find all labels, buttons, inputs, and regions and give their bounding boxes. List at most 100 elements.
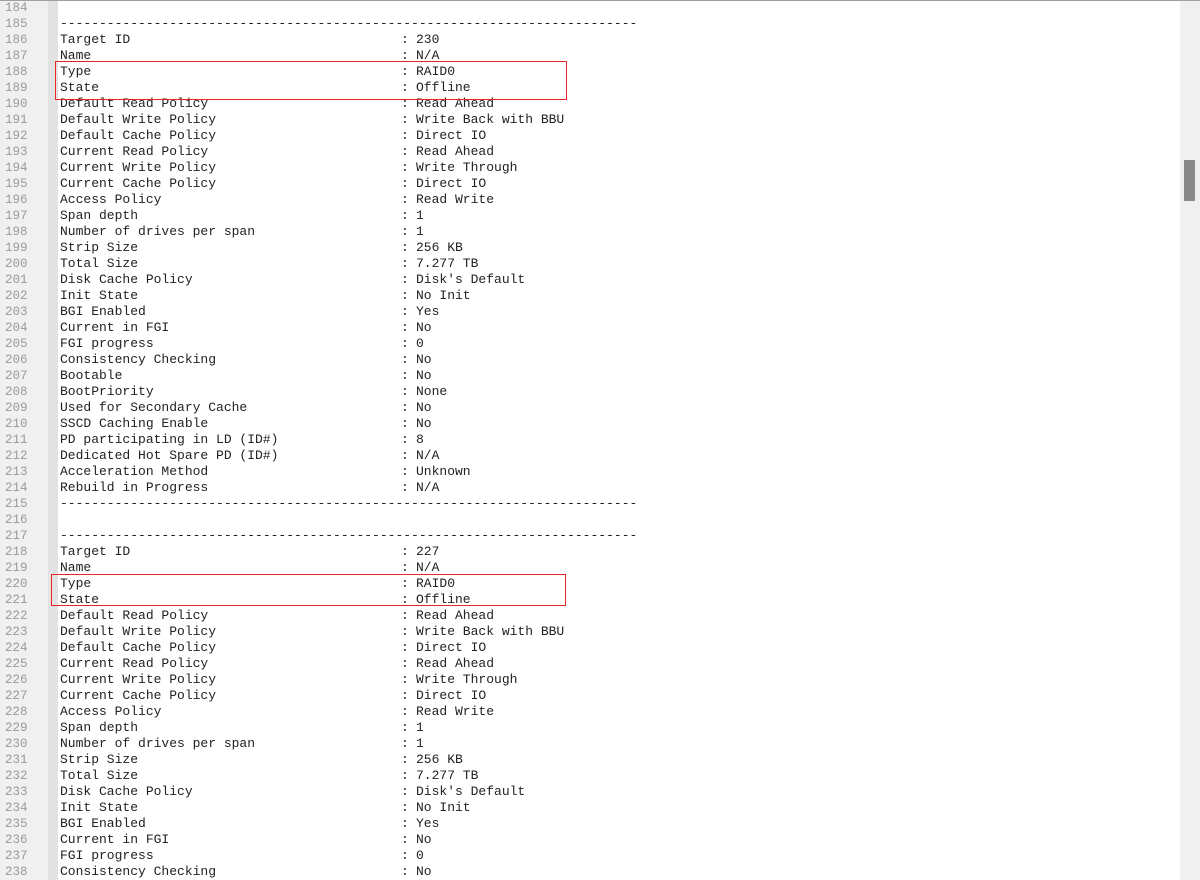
field-colon: : bbox=[401, 192, 409, 207]
editor-line[interactable]: 231 Strip Size:256 KB bbox=[0, 752, 1180, 768]
editor-line[interactable]: 216 bbox=[0, 512, 1180, 528]
line-number: 191 bbox=[5, 113, 28, 127]
field-key: Type bbox=[60, 64, 92, 79]
editor-line[interactable]: 209 Used for Secondary Cache: No bbox=[0, 400, 1180, 416]
editor-line[interactable]: 203 BGI Enabled: Yes bbox=[0, 304, 1180, 320]
field-colon: : bbox=[401, 864, 409, 879]
vertical-scrollbar[interactable] bbox=[1180, 1, 1200, 880]
editor-line[interactable]: 196 Access Policy: Read Write bbox=[0, 192, 1180, 208]
editor-line[interactable]: 211 PD participating in LD (ID#):8 bbox=[0, 432, 1180, 448]
field-key: Init State bbox=[60, 800, 139, 815]
editor-line[interactable]: 184 bbox=[0, 0, 1180, 16]
editor-line[interactable]: 219 Name: N/A bbox=[0, 560, 1180, 576]
editor-line[interactable]: 232 Total Size:7.277 TB bbox=[0, 768, 1180, 784]
editor-line[interactable]: 206 Consistency Checking: No bbox=[0, 352, 1180, 368]
editor-line[interactable]: 215 -------------------------------------… bbox=[0, 496, 1180, 512]
editor-line[interactable]: 204 Current in FGI: No bbox=[0, 320, 1180, 336]
editor-line[interactable]: 201 Disk Cache Policy: Disk's Default bbox=[0, 272, 1180, 288]
line-number: 218 bbox=[5, 545, 28, 559]
line-number: 185 bbox=[5, 17, 28, 31]
editor-line[interactable]: 222 Default Read Policy: Read Ahead bbox=[0, 608, 1180, 624]
line-number: 234 bbox=[5, 801, 28, 815]
editor-line[interactable]: 227 Current Cache Policy: Direct IO bbox=[0, 688, 1180, 704]
editor-line[interactable]: 236 Current in FGI: No bbox=[0, 832, 1180, 848]
field-key: Used for Secondary Cache bbox=[60, 400, 248, 415]
field-colon: : bbox=[401, 480, 409, 495]
editor-line[interactable]: 225 Current Read Policy: Read Ahead bbox=[0, 656, 1180, 672]
editor-line[interactable]: 214 Rebuild in Progress: N/A bbox=[0, 480, 1180, 496]
field-value: Read Ahead bbox=[416, 608, 495, 623]
editor-line[interactable]: 229 Span depth:1 bbox=[0, 720, 1180, 736]
editor-line[interactable]: 217 -------------------------------------… bbox=[0, 528, 1180, 544]
field-colon: : bbox=[401, 256, 409, 271]
editor-line[interactable]: 195 Current Cache Policy: Direct IO bbox=[0, 176, 1180, 192]
field-value: 1 bbox=[416, 720, 424, 735]
editor-line[interactable]: 192 Default Cache Policy: Direct IO bbox=[0, 128, 1180, 144]
field-colon: : bbox=[401, 576, 409, 591]
editor-line[interactable]: 205 FGI progress:0 bbox=[0, 336, 1180, 352]
editor-line[interactable]: 233 Disk Cache Policy: Disk's Default bbox=[0, 784, 1180, 800]
line-number: 210 bbox=[5, 417, 28, 431]
field-colon: : bbox=[401, 304, 409, 319]
line-number: 227 bbox=[5, 689, 28, 703]
separator-line: ----------------------------------------… bbox=[60, 496, 638, 511]
editor-line[interactable]: 228 Access Policy: Read Write bbox=[0, 704, 1180, 720]
editor-line[interactable]: 213 Acceleration Method: Unknown bbox=[0, 464, 1180, 480]
editor-line[interactable]: 185 -------------------------------------… bbox=[0, 16, 1180, 32]
editor-line[interactable]: 202 Init State: No Init bbox=[0, 288, 1180, 304]
editor-line[interactable]: 238 Consistency Checking: No bbox=[0, 864, 1180, 880]
line-number: 233 bbox=[5, 785, 28, 799]
editor-line[interactable]: 189 State: Offline bbox=[0, 80, 1180, 96]
field-colon: : bbox=[401, 336, 409, 351]
line-number: 209 bbox=[5, 401, 28, 415]
editor-line[interactable]: 224 Default Cache Policy: Direct IO bbox=[0, 640, 1180, 656]
field-colon: : bbox=[401, 320, 409, 335]
line-number: 232 bbox=[5, 769, 28, 783]
field-colon: : bbox=[401, 656, 409, 671]
line-number: 198 bbox=[5, 225, 28, 239]
line-number: 204 bbox=[5, 321, 28, 335]
field-key: Span depth bbox=[60, 208, 139, 223]
editor-line[interactable]: 235 BGI Enabled: Yes bbox=[0, 816, 1180, 832]
editor-line[interactable]: 191 Default Write Policy: Write Back with … bbox=[0, 112, 1180, 128]
editor-line[interactable]: 186 Target ID:230 bbox=[0, 32, 1180, 48]
field-colon: : bbox=[401, 48, 409, 63]
line-number: 217 bbox=[5, 529, 28, 543]
field-key: Current Read Policy bbox=[60, 656, 209, 671]
editor-line[interactable]: 221 State: Offline bbox=[0, 592, 1180, 608]
line-number: 220 bbox=[5, 577, 28, 591]
line-number: 235 bbox=[5, 817, 28, 831]
field-value: No bbox=[416, 864, 432, 879]
editor-line[interactable]: 218 Target ID:227 bbox=[0, 544, 1180, 560]
editor-line[interactable]: 212 Dedicated Hot Spare PD (ID#): N/A bbox=[0, 448, 1180, 464]
line-number: 213 bbox=[5, 465, 28, 479]
editor-line[interactable]: 199 Strip Size:256 KB bbox=[0, 240, 1180, 256]
editor-line[interactable]: 226 Current Write Policy: Write Through bbox=[0, 672, 1180, 688]
field-key: Dedicated Hot Spare PD (ID#) bbox=[60, 448, 279, 463]
editor-line[interactable]: 188 Type: RAID0 bbox=[0, 64, 1180, 80]
field-colon: : bbox=[401, 752, 409, 767]
field-key: Acceleration Method bbox=[60, 464, 209, 479]
line-number: 184 bbox=[5, 1, 28, 15]
field-value: Yes bbox=[416, 816, 440, 831]
editor-line[interactable]: 230 Number of drives per span:1 bbox=[0, 736, 1180, 752]
editor-line[interactable]: 223 Default Write Policy: Write Back with … bbox=[0, 624, 1180, 640]
field-key: Number of drives per span bbox=[60, 736, 256, 751]
line-number: 197 bbox=[5, 209, 28, 223]
editor-line[interactable]: 193 Current Read Policy: Read Ahead bbox=[0, 144, 1180, 160]
editor-line[interactable]: 197 Span depth:1 bbox=[0, 208, 1180, 224]
field-colon: : bbox=[401, 240, 409, 255]
editor-line[interactable]: 194 Current Write Policy: Write Through bbox=[0, 160, 1180, 176]
line-number: 225 bbox=[5, 657, 28, 671]
editor-line[interactable]: 200 Total Size:7.277 TB bbox=[0, 256, 1180, 272]
editor-line[interactable]: 220 Type: RAID0 bbox=[0, 576, 1180, 592]
editor-line[interactable]: 187 Name: N/A bbox=[0, 48, 1180, 64]
editor-line[interactable]: 198 Number of drives per span:1 bbox=[0, 224, 1180, 240]
scrollbar-thumb[interactable] bbox=[1184, 160, 1195, 201]
editor-line[interactable]: 234 Init State: No Init bbox=[0, 800, 1180, 816]
field-key: Target ID bbox=[60, 544, 131, 559]
editor-line[interactable]: 208 BootPriority: None bbox=[0, 384, 1180, 400]
editor-line[interactable]: 210 SSCD Caching Enable: No bbox=[0, 416, 1180, 432]
editor-line[interactable]: 207 Bootable: No bbox=[0, 368, 1180, 384]
editor-line[interactable]: 237 FGI progress:0 bbox=[0, 848, 1180, 864]
